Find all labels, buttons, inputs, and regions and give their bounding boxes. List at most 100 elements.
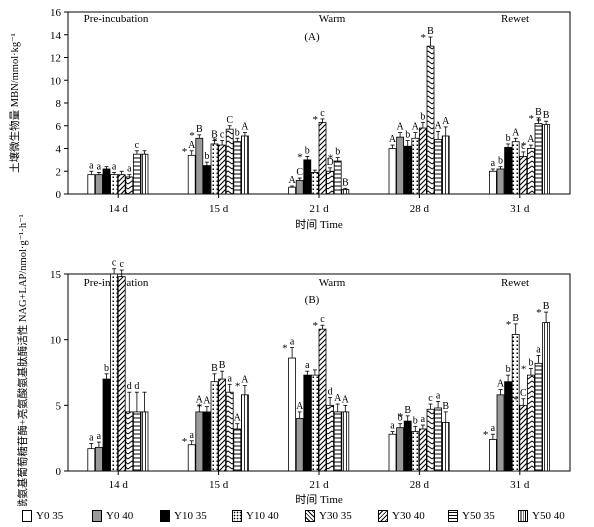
significance-label: a — [127, 164, 132, 175]
significance-label: C — [296, 167, 303, 178]
bar — [542, 124, 550, 195]
y-tick-label: 10 — [50, 335, 62, 347]
legend-item: Y0 40 — [92, 508, 133, 524]
significance-label: c — [119, 259, 124, 270]
bar — [310, 374, 319, 472]
y-tick-label: 12 — [50, 53, 61, 65]
bar — [504, 381, 513, 472]
significance-star: * — [398, 411, 404, 423]
bar — [426, 45, 435, 195]
bar — [511, 141, 520, 195]
bar — [418, 428, 427, 472]
y-tick-label: 8 — [56, 98, 62, 110]
bar — [496, 394, 505, 472]
significance-star: * — [235, 381, 241, 393]
legend-item: Y10 40 — [232, 508, 279, 524]
significance-star: * — [536, 307, 542, 319]
y-tick-label: 0 — [56, 466, 62, 478]
significance-label: B — [196, 124, 203, 135]
significance-label: c — [428, 393, 433, 404]
bar — [95, 446, 103, 472]
bar — [426, 408, 435, 472]
significance-label: B — [211, 363, 218, 374]
significance-label: B — [404, 405, 411, 416]
legend-label: Y30 35 — [319, 510, 352, 522]
bar — [388, 148, 397, 195]
bar — [403, 145, 412, 195]
y-tick-label: 14 — [50, 30, 62, 42]
significance-label: a — [227, 373, 232, 384]
legend-label: Y10 40 — [246, 510, 279, 522]
bar — [125, 176, 134, 195]
significance-star: * — [521, 364, 527, 376]
significance-label: B — [543, 301, 550, 312]
bar — [202, 411, 211, 472]
legend-label: Y0 40 — [106, 510, 134, 522]
legend-swatch — [232, 510, 242, 522]
bar — [288, 357, 297, 472]
significance-label: a — [421, 414, 426, 425]
significance-label: B — [512, 313, 519, 324]
significance-label: a — [491, 423, 496, 434]
x-tick-label: 14 d — [109, 203, 129, 215]
significance-label: c — [521, 141, 526, 152]
bar — [187, 444, 196, 472]
bar — [187, 154, 196, 195]
significance-label: B — [342, 177, 349, 188]
bar — [434, 407, 443, 472]
significance-label: a — [97, 431, 102, 442]
significance-star: * — [297, 151, 303, 163]
bar — [326, 404, 335, 472]
bar — [333, 160, 342, 195]
significance-label: b — [405, 130, 410, 141]
bar — [303, 374, 312, 472]
significance-label: c — [220, 130, 225, 141]
significance-star: * — [313, 320, 319, 332]
legend-swatch — [378, 510, 388, 522]
phase-label: Pre-incubation — [84, 13, 149, 25]
bar — [534, 123, 543, 195]
y-tick-label: 10 — [50, 75, 62, 87]
legend-item: Y50 35 — [448, 508, 495, 524]
significance-star: * — [189, 130, 195, 142]
significance-label: B — [219, 360, 226, 371]
legend-item: Y0 35 — [22, 508, 63, 524]
significance-star: * — [483, 429, 489, 441]
significance-label: A — [512, 127, 520, 138]
x-tick-label: 15 d — [209, 203, 229, 215]
significance-label: A — [527, 134, 535, 145]
significance-label: B — [535, 107, 542, 118]
significance-label: a — [390, 421, 395, 432]
significance-label: A — [434, 120, 442, 131]
significance-label: A — [196, 394, 204, 405]
y-axis-label: 土壤微生物量 MBN/mmol·kg⁻¹ — [8, 33, 21, 173]
y-tick-label: 4 — [56, 144, 62, 156]
x-tick-label: 31 d — [510, 203, 530, 215]
bar — [195, 411, 204, 472]
significance-label: a — [189, 430, 194, 441]
bar — [527, 148, 535, 195]
bar — [233, 428, 242, 472]
bar — [303, 159, 312, 195]
bar — [132, 411, 141, 472]
legend-label: Y30 40 — [392, 510, 425, 522]
y-tick-label: 5 — [56, 400, 62, 412]
legend-label: Y10 35 — [174, 510, 207, 522]
significance-label: c — [320, 108, 325, 119]
panel-label: (B) — [305, 294, 320, 306]
legend-label: Y50 40 — [532, 510, 565, 522]
significance-label: b — [413, 415, 418, 426]
y-axis-label: N-乙酰氨基葡萄糖苷酶+亮氨酸氨基肽酶活性 NAG+LAP/nmol·g⁻¹·h… — [16, 214, 29, 506]
bar — [140, 411, 149, 472]
phase-label: Rewet — [501, 13, 529, 25]
bar — [132, 153, 141, 195]
bar — [318, 328, 327, 472]
significance-label: a — [491, 158, 496, 169]
significance-label: a — [305, 360, 310, 371]
significance-star: * — [282, 343, 288, 355]
significance-label: A — [241, 122, 249, 133]
significance-label: B — [211, 130, 218, 141]
significance-label: B — [427, 26, 434, 37]
significance-star: * — [197, 402, 203, 414]
significance-label: b — [420, 111, 425, 122]
